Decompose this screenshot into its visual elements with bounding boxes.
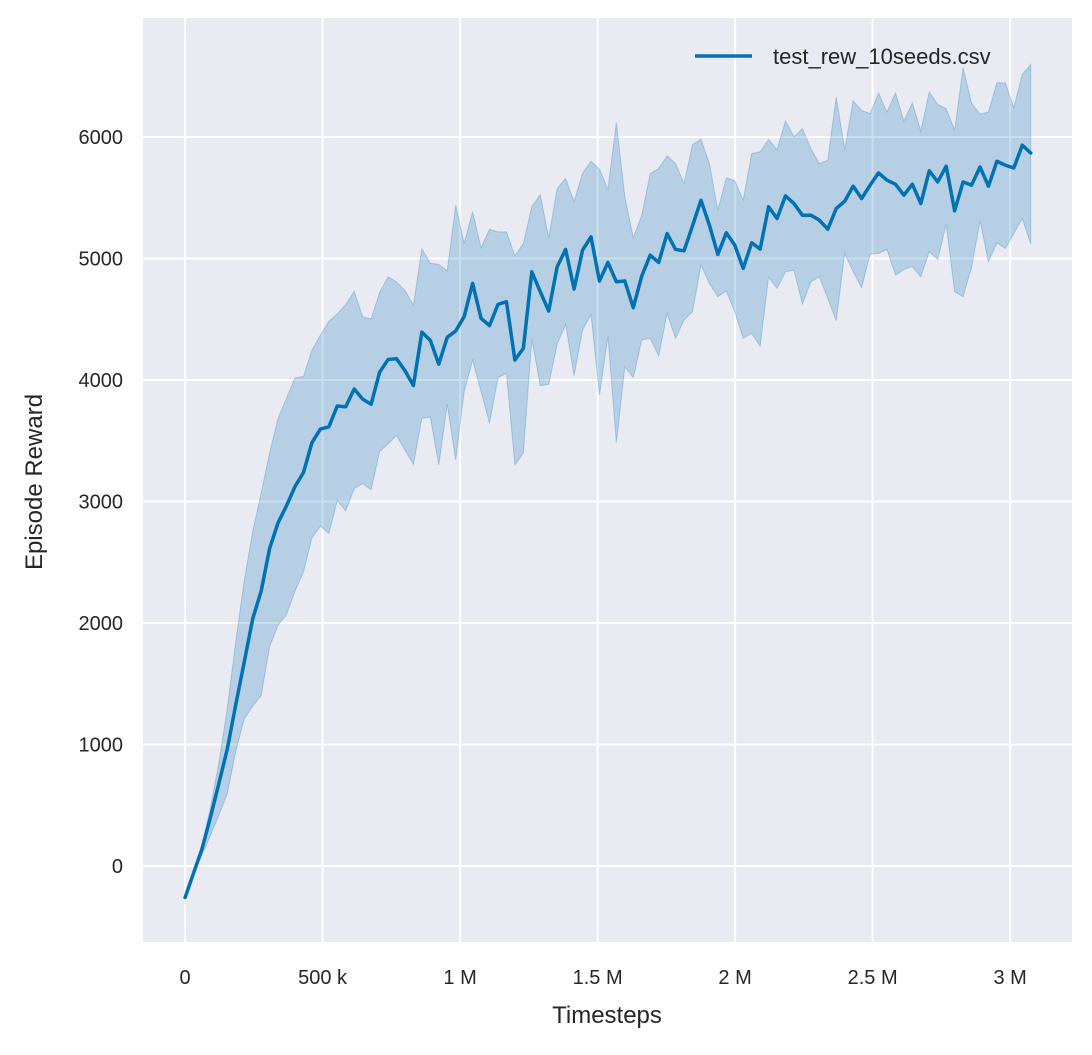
y-tick-label: 1000 (79, 734, 124, 756)
y-tick-label: 2000 (79, 613, 124, 635)
y-tick-label: 0 (112, 856, 123, 878)
x-tick-label: 3 M (993, 967, 1026, 989)
y-tick-labels: 0 1000 2000 3000 4000 5000 6000 (79, 127, 124, 878)
y-axis-label: Episode Reward (21, 394, 48, 570)
x-tick-label: 1 M (443, 967, 476, 989)
legend-label: test_rew_10seeds.csv (773, 44, 991, 69)
y-tick-label: 5000 (79, 248, 124, 270)
x-tick-label: 500 k (298, 967, 348, 989)
x-tick-label: 0 (180, 967, 191, 989)
y-tick-label: 3000 (79, 491, 124, 513)
x-tick-labels: 0 500 k 1 M 1.5 M 2 M 2.5 M 3 M (180, 967, 1027, 989)
x-axis-label: Timesteps (552, 1002, 662, 1029)
x-tick-label: 1.5 M (573, 967, 623, 989)
x-tick-label: 2.5 M (848, 967, 898, 989)
y-tick-label: 6000 (79, 127, 124, 149)
y-tick-label: 4000 (79, 370, 124, 392)
x-tick-label: 2 M (718, 967, 751, 989)
